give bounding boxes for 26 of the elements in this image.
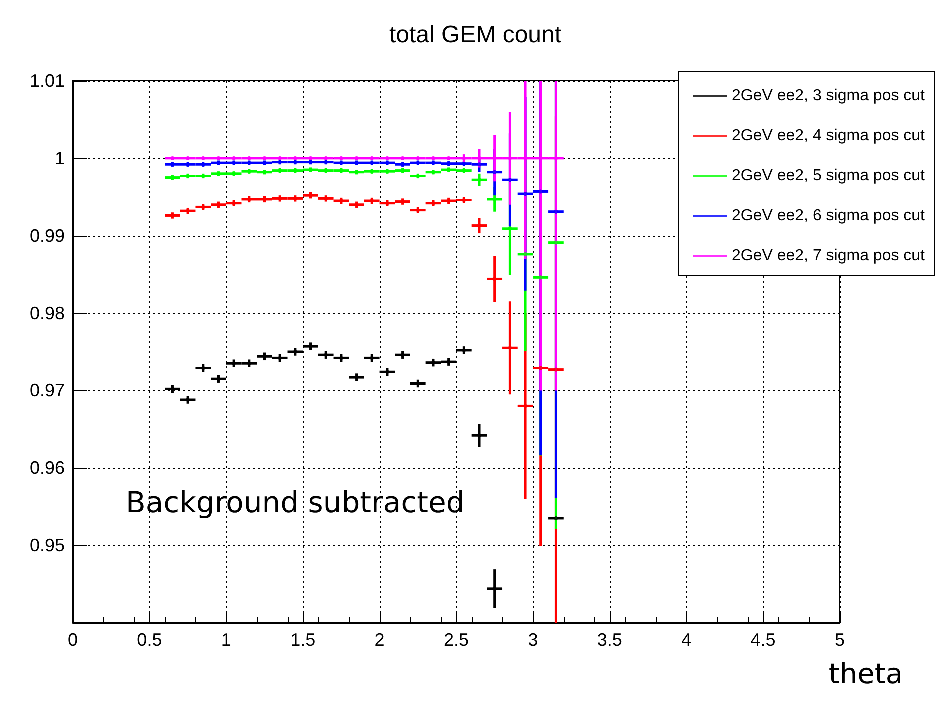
legend-label: 2GeV ee2, 3 sigma pos cut <box>732 88 926 104</box>
legend-label: 2GeV ee2, 6 sigma pos cut <box>732 208 926 224</box>
x-tick-label: 1 <box>221 630 232 650</box>
y-tick-label: 0.95 <box>30 536 65 556</box>
y-tick-label: 0.96 <box>30 458 65 478</box>
x-tick-label: 2 <box>374 630 385 650</box>
x-tick-label: 2.5 <box>444 630 470 650</box>
x-tick-label: 4.5 <box>750 630 776 650</box>
chart-title: total GEM count <box>389 22 562 48</box>
legend-label: 2GeV ee2, 4 sigma pos cut <box>732 128 926 144</box>
x-tick-label: 0.5 <box>137 630 162 650</box>
legend-label: 2GeV ee2, 5 sigma pos cut <box>732 168 926 184</box>
x-tick-label: 5 <box>834 630 846 650</box>
y-tick-label: 1.01 <box>30 71 65 91</box>
y-tick-label: 1 <box>54 148 65 168</box>
x-tick-label: 4 <box>682 630 692 650</box>
x-tick-label: 1.5 <box>290 630 316 650</box>
y-tick-label: 0.97 <box>30 380 65 401</box>
x-axis-title: theta <box>828 658 904 690</box>
x-tick-label: 3.5 <box>597 630 622 650</box>
x-tick-label: 3 <box>528 630 538 650</box>
annotation: Background subtracted <box>126 486 465 520</box>
y-tick-label: 0.98 <box>30 303 65 324</box>
legend-label: 2GeV ee2, 7 sigma pos cut <box>732 248 926 264</box>
y-tick-label: 0.99 <box>30 226 65 246</box>
x-tick-label: 0 <box>68 630 78 650</box>
